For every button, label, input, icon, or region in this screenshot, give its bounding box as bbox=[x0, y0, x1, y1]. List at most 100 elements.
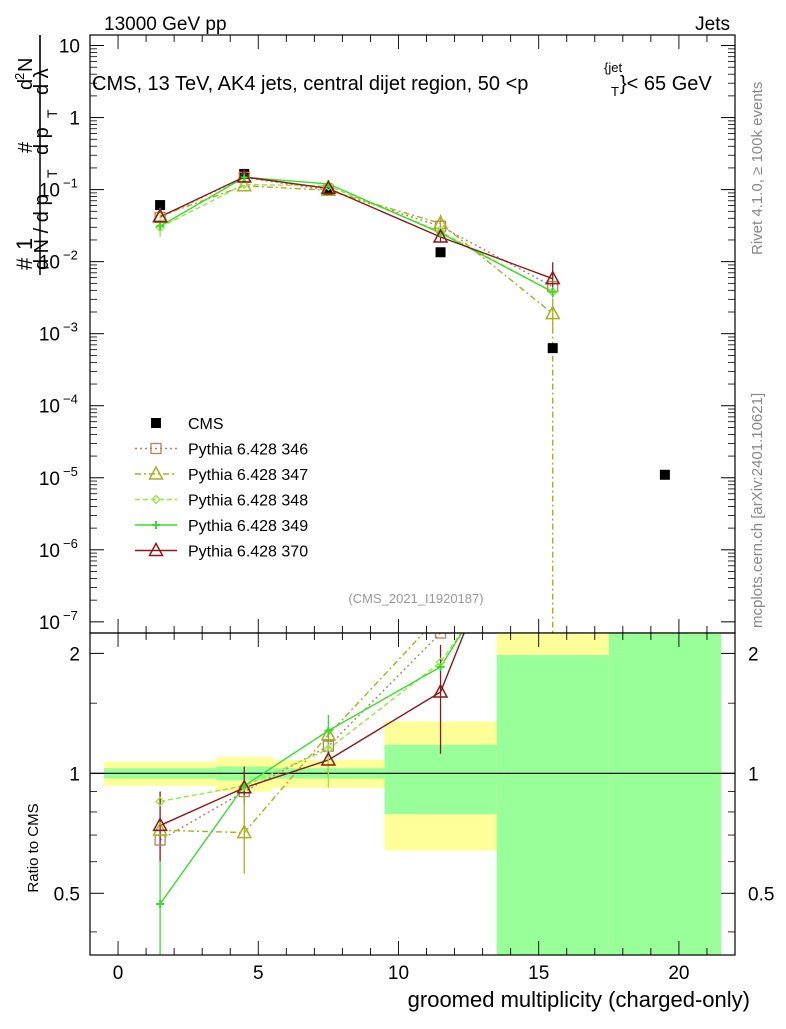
ratio-point-p370 bbox=[320, 751, 337, 766]
main-point-p370 bbox=[152, 208, 168, 223]
legend-label: CMS bbox=[188, 416, 224, 433]
legend-marker bbox=[152, 521, 160, 529]
ratio-xtick-label: 15 bbox=[528, 963, 549, 984]
main-ytick-label: 10 bbox=[59, 37, 80, 58]
main-point-p370 bbox=[236, 168, 252, 183]
ratio-point-p370 bbox=[432, 683, 449, 698]
analysis-tag: (CMS_2021_I1920187) bbox=[348, 591, 483, 606]
main-ytick-exp: −5 bbox=[63, 464, 78, 479]
ratio-band-green bbox=[496, 655, 609, 955]
ratio-ytick-label: 0.5 bbox=[54, 884, 80, 905]
ratio-point-p349 bbox=[156, 899, 165, 908]
main-ytick-label: 10 bbox=[39, 253, 60, 274]
main-ytick-exp: −4 bbox=[63, 392, 78, 407]
main-line-p349 bbox=[159, 176, 554, 293]
legend-marker bbox=[151, 418, 161, 428]
svg-text:T: T bbox=[44, 169, 60, 178]
mcplots-label: mcplots.cern.ch [arXiv:2401.10621] bbox=[749, 393, 766, 628]
plot-title-main: CMS, 13 TeV, AK4 jets, central dijet reg… bbox=[92, 73, 528, 95]
rivet-label: Rivet 4.1.0, ≥ 100k events bbox=[749, 82, 766, 255]
ratio-xtick-label: 20 bbox=[668, 963, 689, 984]
main-point-p349 bbox=[156, 222, 165, 231]
main-point-p370 bbox=[432, 228, 449, 243]
legend-label: Pythia 6.428 348 bbox=[188, 493, 308, 510]
main-ytick-label: 10 bbox=[39, 469, 60, 490]
ratio-point-p347 bbox=[320, 726, 337, 741]
legend-label: Pythia 6.428 346 bbox=[188, 442, 308, 459]
header-right: Jets bbox=[695, 14, 730, 35]
ratio-point-p370 bbox=[152, 816, 168, 832]
main-point-p348 bbox=[239, 179, 250, 190]
ratio-band-green bbox=[384, 744, 497, 815]
ratio-band-green bbox=[608, 633, 721, 955]
ratio-ylabel: Ratio to CMS bbox=[25, 803, 42, 892]
plot-title: CMS, 13 TeV, AK4 jets, central dijet reg… bbox=[92, 60, 712, 99]
svg-text:d: d bbox=[15, 79, 37, 90]
legend-label: Pythia 6.428 370 bbox=[188, 544, 308, 561]
main-point-cms bbox=[547, 343, 558, 354]
main-point-p370 bbox=[544, 270, 561, 285]
xlabel: groomed multiplicity (charged-only) bbox=[408, 987, 750, 1012]
ratio-point-p349 bbox=[324, 726, 333, 735]
ratio-point-p347 bbox=[236, 824, 252, 839]
legend-label: Pythia 6.428 347 bbox=[188, 467, 308, 484]
ratio-point-p347 bbox=[152, 821, 168, 836]
main-point-p347 bbox=[544, 305, 561, 320]
ratio-xtick-label: 5 bbox=[253, 963, 264, 984]
main-line-p347 bbox=[159, 185, 554, 315]
legend-item-p349: Pythia 6.428 349 bbox=[135, 518, 308, 535]
legend-marker bbox=[148, 465, 164, 480]
main-ytick-exp: −2 bbox=[63, 248, 78, 263]
ratio-plot: 0.5 0.51 12 20 5 10 15 20 bbox=[54, 608, 774, 984]
legend-marker bbox=[148, 541, 164, 557]
ratio-ytick-label-right: 0.5 bbox=[748, 884, 774, 905]
plot-title-sub: T bbox=[611, 84, 619, 99]
main-ytick-exp: −7 bbox=[63, 608, 78, 623]
legend-item-p348: Pythia 6.428 348 bbox=[135, 493, 308, 510]
ratio-point-p370 bbox=[236, 779, 252, 794]
svg-text:d N / d p: d N / d p bbox=[31, 194, 53, 270]
svg-text:d p: d p bbox=[31, 127, 53, 155]
ratio-point-p348 bbox=[155, 796, 166, 807]
ratio-point-p346 bbox=[322, 740, 335, 752]
legend-item-p347: Pythia 6.428 347 bbox=[135, 465, 308, 484]
main-ytick-exp: −6 bbox=[63, 536, 78, 551]
legend-item-cms: CMS bbox=[151, 416, 224, 433]
main-ytick-exp: −3 bbox=[63, 320, 78, 335]
ratio-ytick-label: 1 bbox=[69, 764, 80, 785]
legend-marker bbox=[151, 494, 161, 505]
legend-item-p370: Pythia 6.428 370 bbox=[135, 541, 308, 561]
ratio-ytick-label: 2 bbox=[69, 644, 80, 665]
main-point-p349 bbox=[548, 287, 557, 296]
ratio-xtick-label: 10 bbox=[388, 963, 409, 984]
main-ytick-label: 10 bbox=[39, 397, 60, 418]
plot-title-sup: {jet bbox=[604, 60, 622, 75]
legend: CMS Pythia 6.428 346 Pythia 6.428 347 Pythi… bbox=[135, 416, 308, 561]
main-ytick-label: 10 bbox=[39, 325, 60, 346]
ratio-point-p349 bbox=[436, 662, 445, 671]
ratio-inner bbox=[90, 608, 735, 955]
ratio-xtick-label: 0 bbox=[113, 963, 124, 984]
ratio-ytick-label-right: 2 bbox=[748, 644, 759, 665]
ratio-point-p347 bbox=[434, 608, 447, 620]
legend-label: Pythia 6.428 349 bbox=[188, 518, 308, 535]
legend-marker bbox=[150, 442, 162, 455]
ratio-ytick-label-right: 1 bbox=[748, 764, 759, 785]
header-left: 13000 GeV pp bbox=[104, 14, 227, 35]
main-line-p346 bbox=[159, 176, 554, 288]
main-ytick-label: 10 bbox=[39, 613, 60, 634]
main-ytick-label: 1 bbox=[69, 109, 80, 130]
main-point-p349 bbox=[240, 173, 249, 182]
ratio-point-p346 bbox=[434, 633, 447, 639]
main-point-cms bbox=[659, 469, 670, 480]
main-ytick-label: 10 bbox=[39, 181, 60, 202]
svg-text:2: 2 bbox=[12, 73, 27, 80]
main-point-p370 bbox=[320, 179, 337, 195]
ratio-frame bbox=[89, 632, 736, 956]
svg-text:1: 1 bbox=[12, 238, 37, 250]
svg-text:#: # bbox=[12, 257, 37, 270]
main-ytick-label: 10 bbox=[39, 541, 60, 562]
plot-title-tail: }< 65 GeV bbox=[620, 73, 712, 95]
